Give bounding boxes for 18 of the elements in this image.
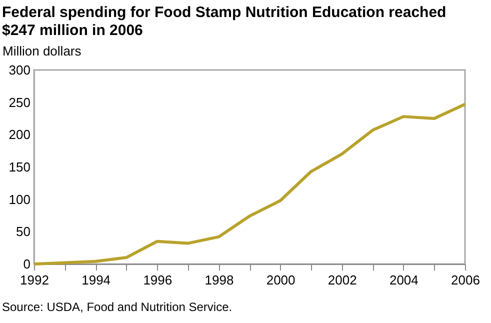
- chart-title: Federal spending for Food Stamp Nutrition Education reached $247 million in 2006: [2, 4, 448, 40]
- x-tick-label: 1994: [82, 272, 111, 288]
- y-tick-label: 200: [8, 127, 30, 142]
- x-tick-label: 1996: [143, 272, 172, 288]
- y-tick-label: 150: [8, 160, 30, 174]
- x-tick-label: 1998: [204, 272, 234, 288]
- x-tick-label: 2000: [266, 272, 296, 288]
- y-tick-label: 50: [16, 224, 30, 240]
- x-tick-label: 2002: [328, 272, 357, 288]
- y-axis-title: Million dollars: [2, 44, 82, 58]
- y-tick-label: 300: [8, 62, 30, 78]
- y-tick-label: 100: [8, 192, 30, 207]
- y-tick-label: 0: [23, 256, 30, 272]
- y-tick-label: 250: [8, 94, 30, 110]
- x-tick-label: 2006: [451, 272, 480, 288]
- x-tick-label: 1992: [20, 272, 49, 288]
- source-note: Source: USDA, Food and Nutrition Service.: [2, 300, 232, 314]
- x-tick-label: 2004: [389, 272, 418, 288]
